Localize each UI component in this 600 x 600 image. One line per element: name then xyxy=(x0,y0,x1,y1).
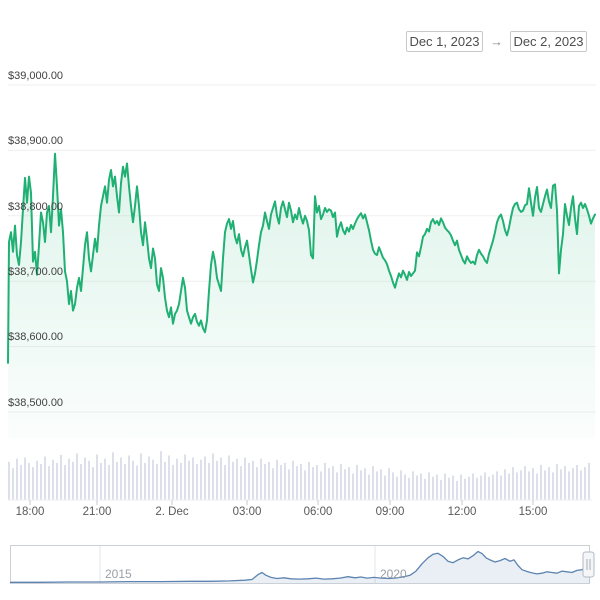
x-axis-label: 18:00 xyxy=(15,506,45,518)
volume-bars xyxy=(8,451,592,505)
x-axis-label: 03:00 xyxy=(232,506,262,518)
arrow-right-icon: → xyxy=(490,34,503,49)
price-line[interactable] xyxy=(7,152,596,364)
x-axis-label: 09:00 xyxy=(375,506,405,518)
minimap-right-handle[interactable] xyxy=(582,551,595,578)
y-axis-label: $39,000.00 xyxy=(8,70,64,82)
y-axis-label: $38,500.00 xyxy=(8,397,64,409)
y-axis-label: $38,600.00 xyxy=(8,331,64,343)
minimap-line xyxy=(10,550,591,583)
x-axis-label: 21:00 xyxy=(82,506,112,518)
x-axis-label: 2. Dec xyxy=(155,506,189,518)
minimap-year-label: 2020 xyxy=(380,567,407,581)
x-axis-label: 06:00 xyxy=(303,506,333,518)
date-range-picker: Dec 1, 2023 → Dec 2, 2023 xyxy=(406,31,587,52)
x-axis-label: 15:00 xyxy=(518,506,548,518)
end-date-input[interactable]: Dec 2, 2023 xyxy=(510,31,587,52)
y-axis-label: $38,900.00 xyxy=(8,135,64,147)
start-date-input[interactable]: Dec 1, 2023 xyxy=(406,31,483,52)
price-area xyxy=(8,153,595,438)
x-axis-label: 12:00 xyxy=(447,506,477,518)
minimap-navigator[interactable] xyxy=(10,545,595,584)
y-axis-label: $38,700.00 xyxy=(8,266,64,278)
minimap-area xyxy=(10,551,590,583)
minimap-year-label: 2015 xyxy=(105,567,132,581)
y-axis-label: $38,800.00 xyxy=(8,201,64,213)
